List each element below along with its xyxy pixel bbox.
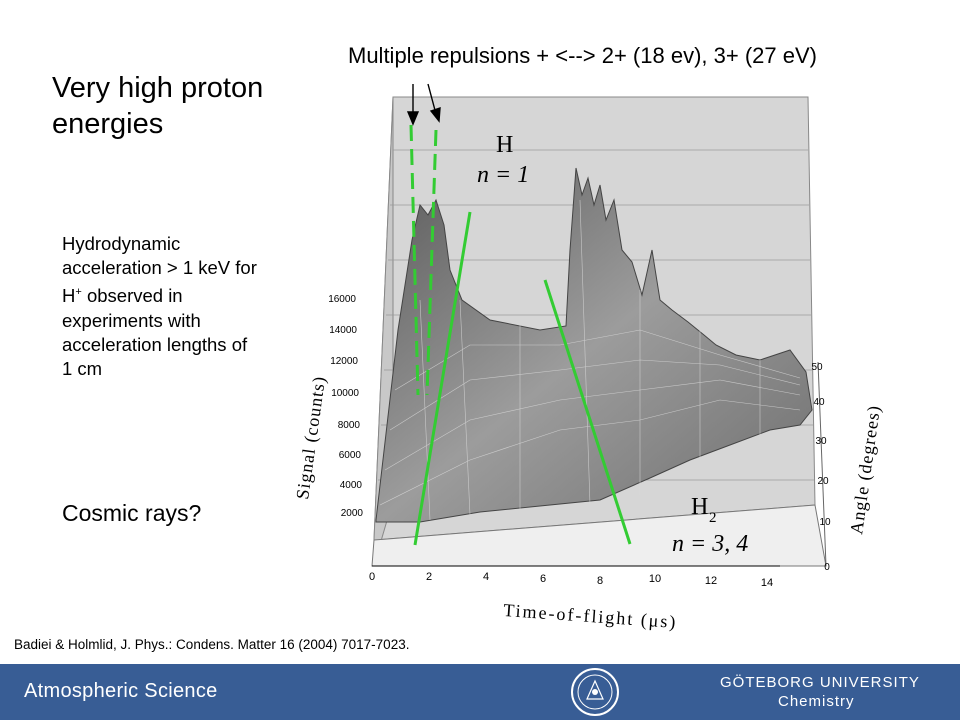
x-tick-label: 2	[426, 571, 432, 583]
dashed-marker-right	[425, 129, 438, 396]
x-tick-label: 14	[761, 577, 773, 589]
dashed-marker-left	[409, 124, 420, 396]
x-tick-label: 8	[597, 575, 603, 587]
h-n1-label: H n = 1	[477, 132, 529, 188]
h-n1-marker-line	[413, 211, 472, 546]
x-tick-label: 4	[483, 571, 489, 583]
x-axis: 0 2 4 6 8 10 12 14	[369, 571, 773, 589]
z-tick-label: 10	[819, 517, 831, 528]
z-axis-title: Angle (degrees)	[846, 404, 885, 536]
hydrodynamic-text: Hydrodynamic acceleration > 1 keV for H+…	[62, 232, 262, 381]
annotation-arrows	[406, 83, 441, 126]
y-tick-label: 4000	[340, 480, 363, 491]
citation: Badiei & Holmlid, J. Phys.: Condens. Mat…	[14, 637, 410, 652]
surface-body	[375, 167, 813, 523]
z-axis: 50 40 30 20 10 0	[811, 361, 831, 573]
green-markers	[409, 124, 632, 546]
h2-state-label: n = 3, 4	[672, 531, 748, 557]
x-tick-label: 12	[705, 575, 717, 587]
x-axis-title: Time-of-flight (μs)	[503, 600, 679, 633]
x-tick-label: 10	[649, 573, 661, 585]
hydro-text-superscript: +	[75, 286, 82, 299]
slide-title: Very high proton energies	[52, 72, 264, 140]
x-tick-label: 6	[540, 573, 546, 585]
h-state-label: n = 1	[477, 162, 529, 188]
z-tick-label: 40	[813, 397, 825, 408]
z-tick-label: 30	[815, 436, 827, 447]
y-axis: 16000 14000 12000 10000 8000 6000 4000 2…	[328, 294, 363, 519]
h2-n34-label: H 2 n = 3, 4	[672, 494, 748, 557]
y-tick-label: 8000	[338, 420, 361, 431]
hydro-text-rest: observed in experiments with acceleratio…	[62, 285, 248, 380]
faculty-name: Chemistry	[778, 693, 855, 710]
university-seal-icon	[571, 668, 619, 716]
surface-mesh	[379, 199, 801, 521]
cosmic-rays-text: Cosmic rays?	[62, 500, 202, 526]
z-tick-label: 20	[817, 476, 829, 487]
hydro-text-main: Hydrodynamic acceleration > 1 keV for H	[62, 233, 257, 307]
z-tick-label: 50	[811, 362, 823, 373]
repulsion-annotation: Multiple repulsions + <--> 2+ (18 ev), 3…	[348, 43, 817, 68]
y-tick-label: 14000	[329, 325, 357, 336]
footer-bar	[0, 664, 960, 720]
h2-subscript: 2	[709, 510, 717, 526]
x-tick-label: 0	[369, 571, 375, 583]
surface-chart: 16000 14000 12000 10000 8000 6000 4000 2…	[292, 83, 885, 633]
y-tick-label: 16000	[328, 294, 356, 305]
h2-label: H	[691, 494, 708, 520]
y-tick-label: 2000	[341, 508, 364, 519]
h-label: H	[496, 132, 513, 158]
h2-n34-marker-line	[543, 279, 632, 545]
department-name: Atmospheric Science	[24, 680, 218, 702]
y-axis-title: Signal (counts)	[292, 374, 330, 500]
y-tick-label: 6000	[339, 450, 362, 461]
y-tick-label: 10000	[331, 388, 359, 399]
university-name: GÖTEBORG UNIVERSITY	[720, 674, 920, 691]
z-tick-label: 0	[824, 562, 830, 573]
y-tick-label: 12000	[330, 356, 358, 367]
